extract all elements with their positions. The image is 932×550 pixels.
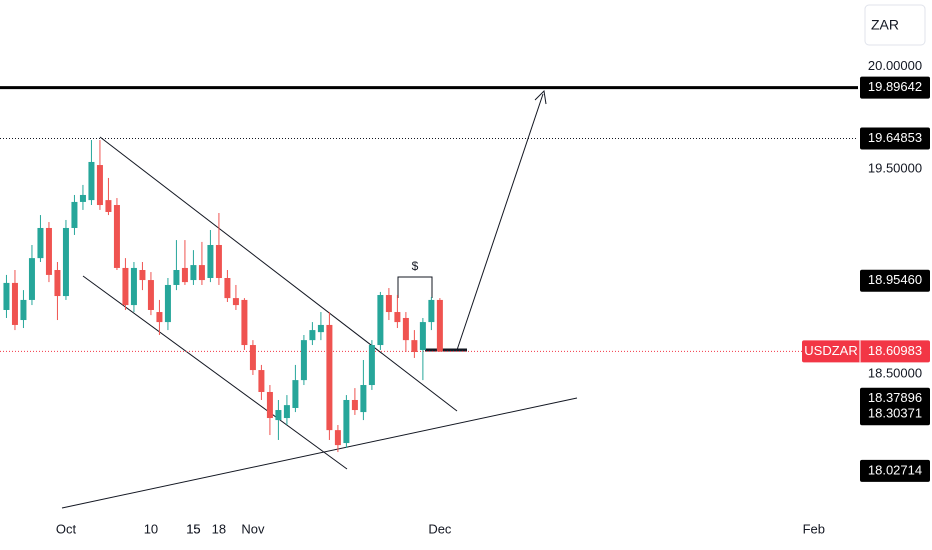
symbol-label: USDZAR <box>804 343 857 358</box>
candle-body <box>419 322 426 350</box>
candle-body <box>122 267 129 306</box>
candle-body <box>3 282 10 310</box>
channel-lower <box>82 275 348 470</box>
candle-body <box>62 227 69 297</box>
price-label: 18.30371 <box>868 406 922 421</box>
price-label-box <box>860 459 930 482</box>
candle-body <box>79 194 86 202</box>
candle-body <box>368 345 375 386</box>
candle-body <box>385 295 392 313</box>
x-tick-label: Dec <box>428 521 452 536</box>
candle-body <box>215 244 222 279</box>
price-label: 19.89642 <box>868 79 922 94</box>
candle-body <box>411 340 418 353</box>
bracket <box>397 276 433 298</box>
y-tick-label: 19.50000 <box>868 160 922 175</box>
last-price-label: 18.60983 <box>868 343 922 358</box>
candle-body <box>37 227 44 259</box>
projection-arrow <box>456 93 544 351</box>
candle-body <box>275 410 282 421</box>
candle-body <box>207 244 214 279</box>
candle-body <box>394 312 401 323</box>
x-tick-label: Feb <box>803 521 825 536</box>
candle-body <box>11 282 18 325</box>
candle-body <box>300 340 307 381</box>
candle-body <box>428 299 435 323</box>
x-tick-label: Oct <box>56 521 77 536</box>
candle-body <box>436 299 443 352</box>
price-label: 18.37896 <box>868 390 922 405</box>
last-price-box <box>802 340 930 363</box>
candle-body <box>164 284 171 323</box>
candle-body <box>402 317 409 341</box>
x-tick-label: Nov <box>241 521 265 536</box>
candle-body <box>249 345 256 371</box>
candle-body <box>28 258 35 300</box>
candle-body <box>377 295 384 346</box>
y-tick-label: 20.00000 <box>868 58 922 73</box>
candle-body <box>45 227 52 275</box>
candle-body <box>139 270 146 281</box>
candle-body <box>113 205 120 268</box>
y-tick-label: 18.50000 <box>868 365 922 380</box>
candle-body <box>190 265 197 281</box>
candle-body <box>241 299 248 346</box>
x-tick-label: 15 <box>186 521 200 536</box>
candle-body <box>309 330 316 341</box>
x-tick-label: 15 <box>186 521 200 536</box>
annotation: $ <box>412 259 419 273</box>
candle-body <box>181 267 188 283</box>
candle-body <box>360 385 367 413</box>
candles <box>3 140 443 453</box>
arrow-head <box>534 89 547 105</box>
candle-body <box>224 278 231 299</box>
support-line <box>61 397 578 509</box>
channel-upper <box>99 136 458 412</box>
candle-body <box>232 298 239 306</box>
candle-body <box>258 370 265 392</box>
candle-body <box>54 270 61 297</box>
candle-body <box>173 270 180 285</box>
price-label: 18.95460 <box>868 272 922 287</box>
price-label-box <box>860 403 930 426</box>
candle-body <box>317 324 324 333</box>
x-tick-label: 18 <box>212 521 226 536</box>
price-label: 18.02714 <box>868 462 922 477</box>
price-label-box <box>860 76 930 99</box>
candle-body <box>351 399 358 411</box>
candle-body <box>198 265 205 281</box>
price-label: 19.64853 <box>868 130 922 145</box>
candle-body <box>88 161 95 201</box>
candle-body <box>266 391 273 419</box>
candle-body <box>130 267 137 306</box>
drawings: $ <box>0 86 858 509</box>
candle-body <box>96 165 103 206</box>
x-tick-label: 10 <box>144 521 158 536</box>
candle-body <box>343 399 350 444</box>
price-label-box <box>860 269 930 292</box>
candle-body <box>326 324 333 431</box>
price-label-box <box>860 127 930 150</box>
candle-body <box>105 200 112 212</box>
candle-body <box>147 280 154 310</box>
candle-body <box>156 312 163 323</box>
candle-body <box>20 299 27 321</box>
currency: ZAR <box>871 17 899 33</box>
candle-body <box>334 430 341 446</box>
currency-box[interactable] <box>864 4 926 46</box>
candle-body <box>283 405 290 419</box>
candle-body <box>292 380 299 408</box>
candle-body <box>71 201 78 228</box>
